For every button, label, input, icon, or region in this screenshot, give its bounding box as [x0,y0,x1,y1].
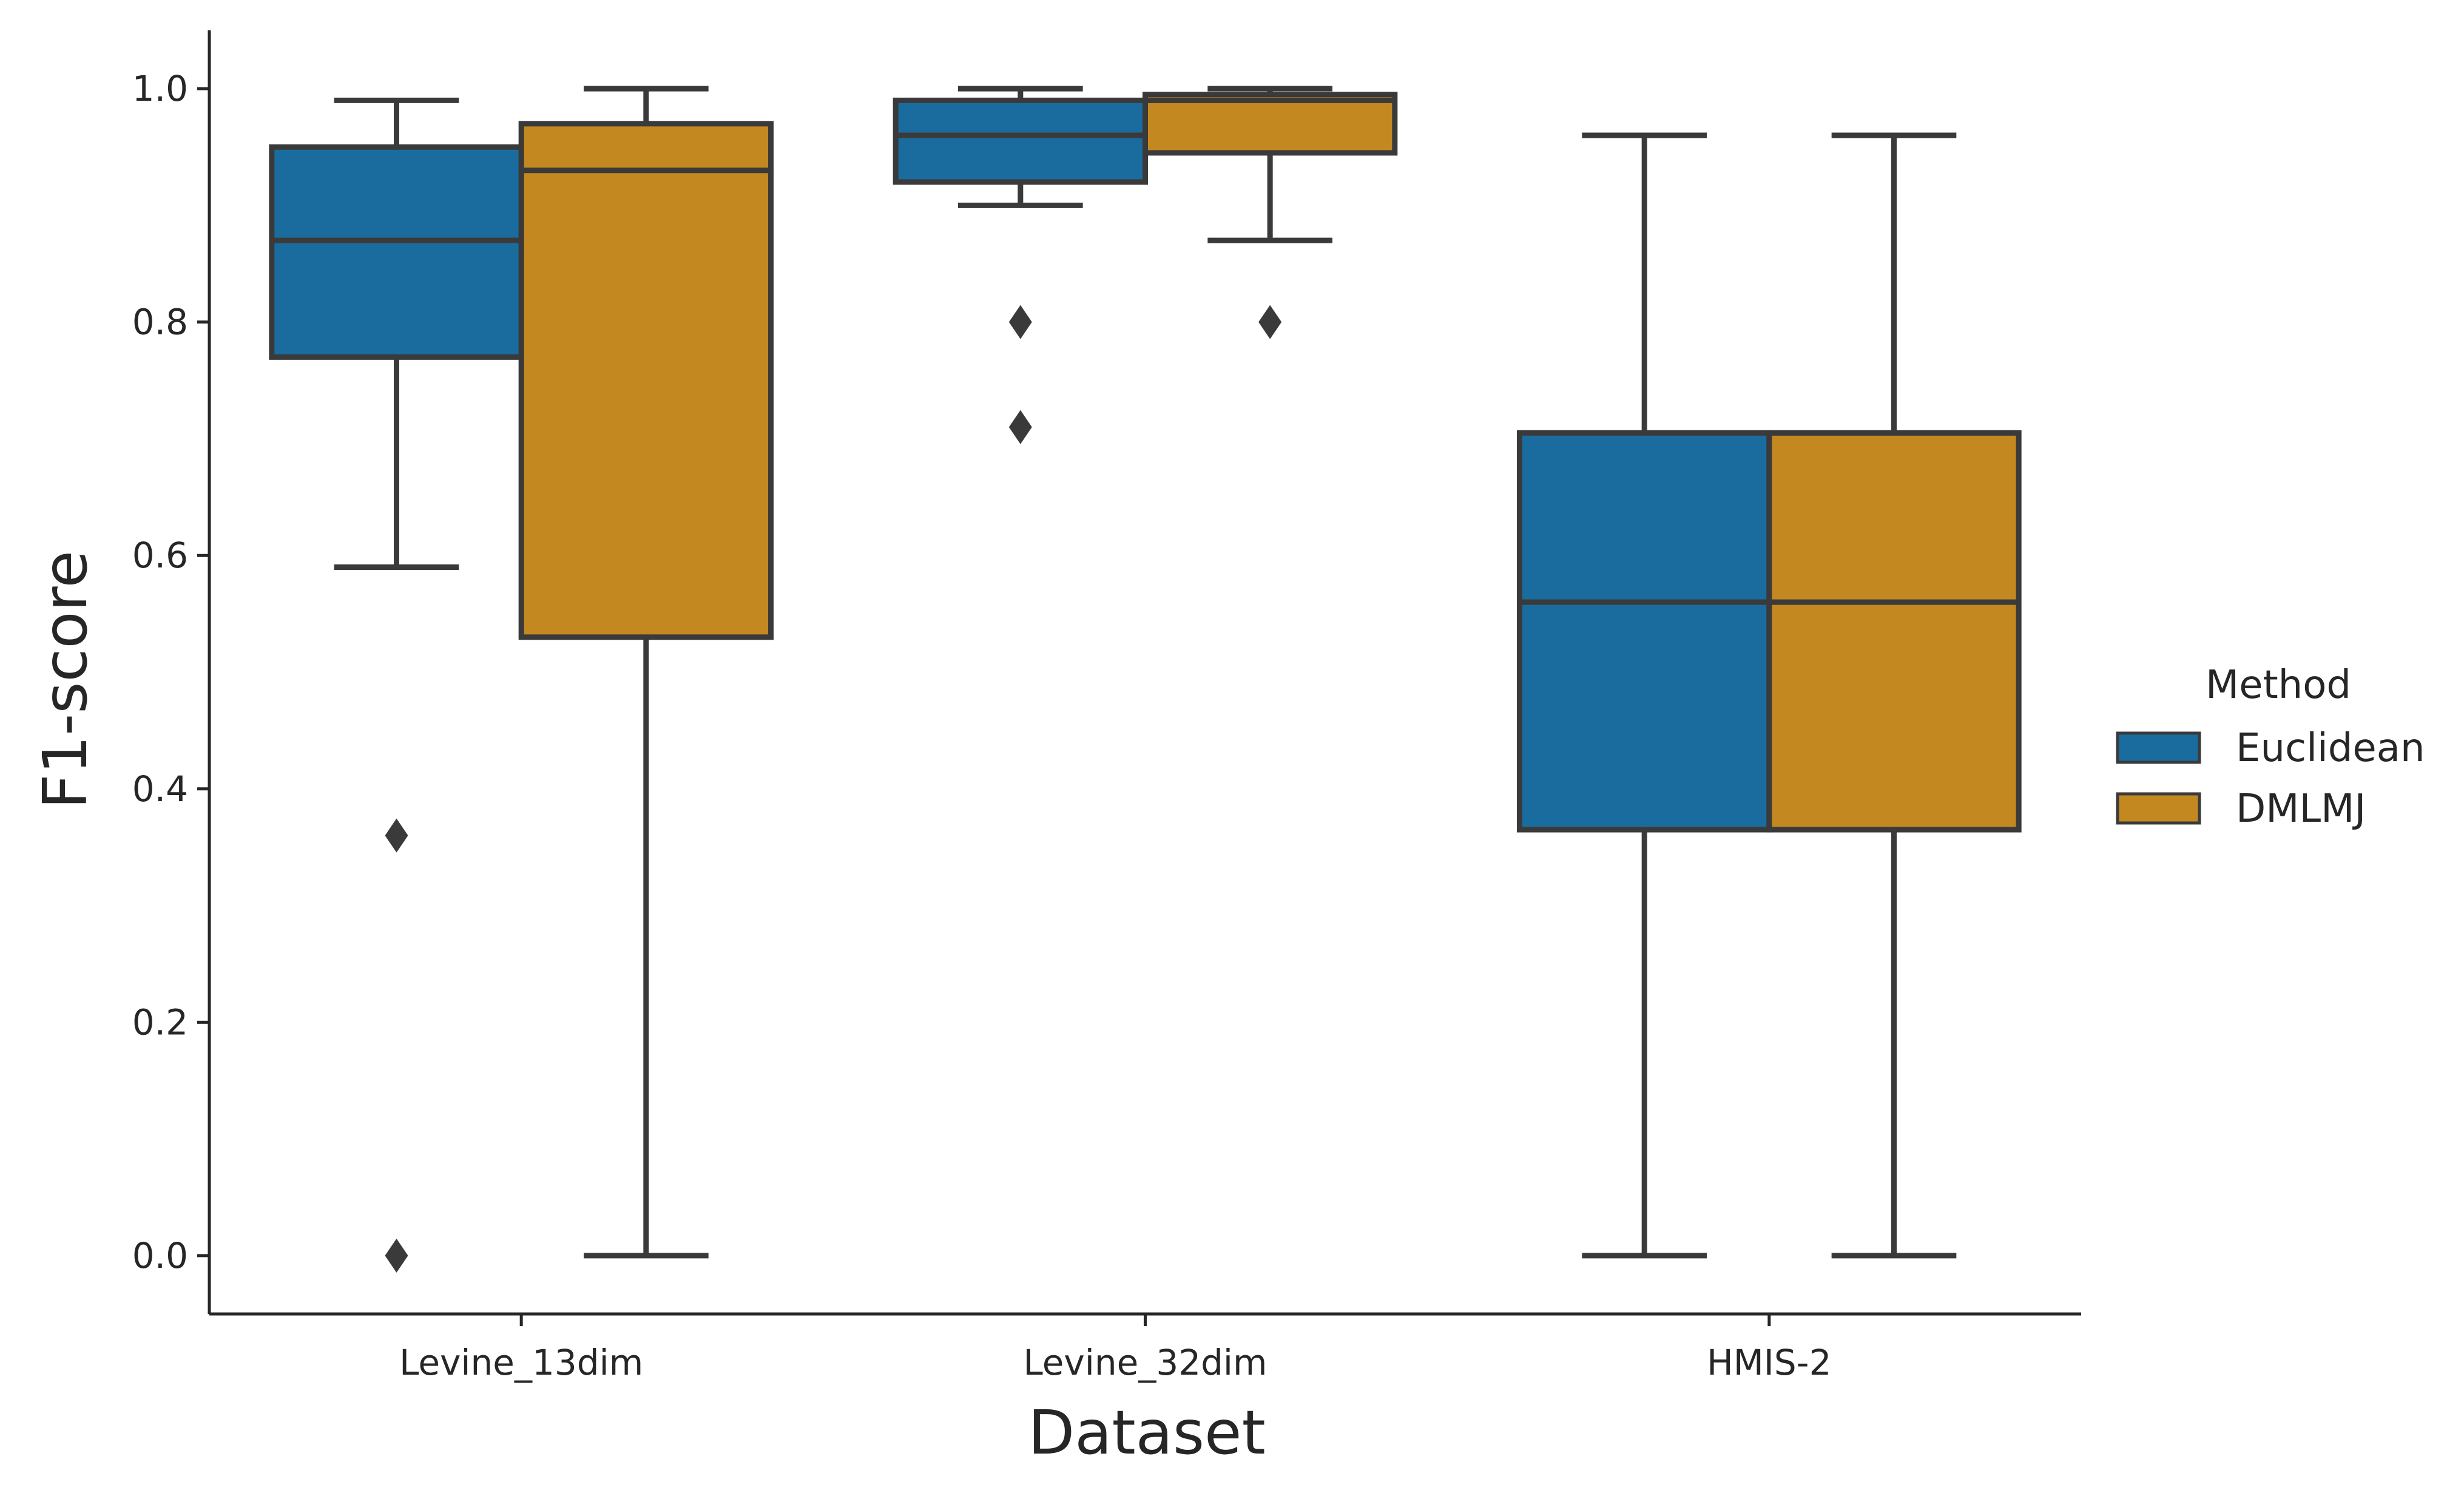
plot-marks [269,86,2022,1273]
iqr-box [893,97,1148,185]
outlier-point [385,818,408,853]
box-group [1766,132,2022,1259]
axes: 0.0 0.2 0.4 0.6 0.8 1.0 Levine_13dim Levine_32d… [132,30,2081,1383]
iqr-box [1766,430,2022,833]
legend-entry-label: DMLMJ [2236,787,2366,831]
y-tick-label: 0.6 [132,535,188,576]
outlier-point [385,1238,408,1273]
y-tick-label: 0.2 [132,1001,188,1043]
iqr-box [269,144,524,360]
box-group [269,97,524,1273]
y-tick-label: 1.0 [132,68,188,109]
legend-entry-label: Euclidean [2236,726,2425,771]
box-group [1517,132,1772,1259]
y-tick-label: 0.4 [132,768,188,810]
x-tick-label: Levine_13dim [399,1342,643,1383]
legend-title: Method [2206,663,2351,708]
x-tick-label: HMIS-2 [1707,1342,1831,1383]
box-group [518,86,774,1259]
legend: Method Euclidean DMLMJ [2116,663,2425,831]
outlier-point [1258,305,1282,339]
iqr-box [1517,430,1772,833]
outlier-point [1008,305,1032,339]
iqr-box [518,121,774,640]
x-axis-title: Dataset [1028,1397,1266,1468]
x-tick-label: Levine_32dim [1023,1342,1267,1383]
box-group [1143,86,1398,339]
y-axis-title: F1-score [30,550,101,809]
legend-swatch [2116,792,2201,825]
y-tick-label: 0.8 [132,302,188,343]
y-tick-label: 0.0 [132,1235,188,1276]
iqr-box [1143,92,1398,156]
outlier-point [1008,410,1032,444]
legend-swatch [2116,731,2201,764]
box-group [893,86,1148,444]
